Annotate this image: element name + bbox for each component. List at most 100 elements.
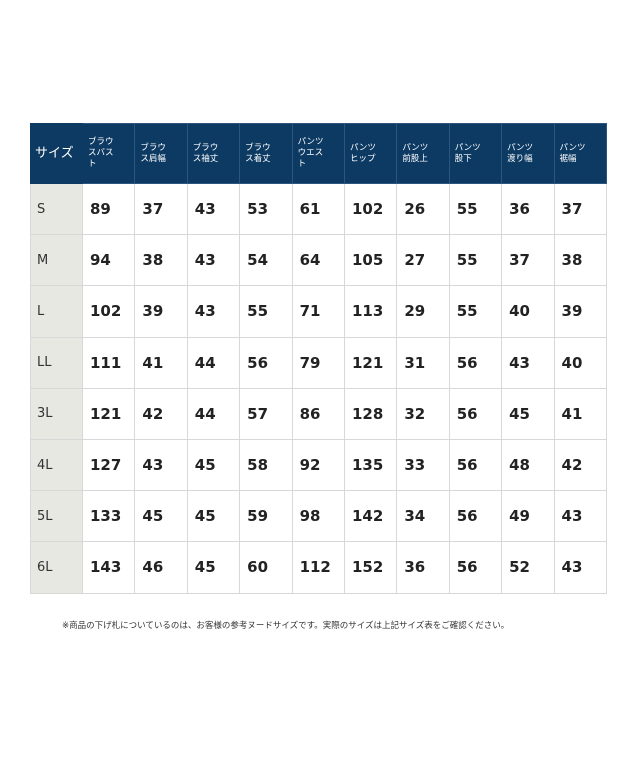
measurement-cell: 46 — [134, 541, 188, 594]
measurement-cell: 89 — [81, 182, 136, 236]
table-row: 3L 121 42 44 57 86 128 32 56 45 41 — [30, 387, 607, 440]
measurement-cell: 34 — [396, 490, 450, 543]
measurement-cell: 127 — [81, 438, 136, 492]
measurement-cell: 133 — [81, 490, 136, 543]
measurement-cell: 98 — [291, 490, 345, 543]
measurement-cell: 44 — [186, 336, 241, 389]
measurement-cell: 102 — [343, 182, 398, 236]
table-row: L 102 39 43 55 71 113 29 55 40 39 — [30, 285, 607, 338]
measurement-cell: 43 — [186, 182, 241, 236]
measurement-cell: 53 — [239, 182, 293, 236]
measurement-cell: 55 — [448, 182, 503, 236]
measurement-cell: 38 — [553, 234, 607, 287]
table-row: 4L 127 43 45 58 92 135 33 56 48 42 — [30, 438, 607, 492]
measurement-cell: 43 — [553, 490, 607, 543]
measurement-cell: 40 — [501, 285, 555, 338]
size-table: サイズ ブラウスバスト ブラウス肩幅 ブラウス袖丈 ブラウス着丈 パンツウエスト パンツヒッ… — [30, 123, 607, 594]
size-label: L — [30, 285, 83, 338]
table-body: S 89 37 43 53 61 102 26 55 36 37 M 94 38 43 54 64 105 27 55… — [30, 182, 607, 594]
measurement-cell: 56 — [448, 490, 503, 543]
measurement-cell: 55 — [448, 285, 503, 338]
table-row: 5L 133 45 45 59 98 142 34 56 49 43 — [30, 490, 607, 543]
measurement-cell: 37 — [134, 182, 188, 236]
measurement-cell: 128 — [343, 387, 398, 440]
measurement-cell: 45 — [134, 490, 188, 543]
measurement-cell: 142 — [343, 490, 398, 543]
measurement-cell: 111 — [81, 336, 136, 389]
measurement-cell: 60 — [239, 541, 293, 594]
size-label: 6L — [30, 541, 83, 594]
measurement-cell: 94 — [81, 234, 136, 287]
measurement-cell: 135 — [343, 438, 398, 492]
measurement-cell: 56 — [448, 336, 503, 389]
measurement-cell: 43 — [553, 541, 607, 594]
measurement-cell: 143 — [81, 541, 136, 594]
measurement-cell: 39 — [553, 285, 607, 338]
measurement-cell: 45 — [186, 438, 241, 492]
header-cell: パンツ股下 — [448, 123, 503, 184]
measurement-cell: 64 — [291, 234, 345, 287]
measurement-cell: 56 — [448, 387, 503, 440]
measurement-cell: 43 — [186, 285, 241, 338]
measurement-cell: 79 — [291, 336, 345, 389]
measurement-cell: 113 — [343, 285, 398, 338]
measurement-cell: 27 — [396, 234, 450, 287]
size-label: S — [30, 182, 83, 236]
measurement-cell: 86 — [291, 387, 345, 440]
size-label: LL — [30, 336, 83, 389]
measurement-cell: 43 — [501, 336, 555, 389]
measurement-cell: 45 — [186, 541, 241, 594]
measurement-cell: 55 — [448, 234, 503, 287]
header-cell: パンツ裾幅 — [553, 123, 607, 184]
header-cell: ブラウス肩幅 — [134, 123, 188, 184]
size-label: M — [30, 234, 83, 287]
header-cell: サイズ — [30, 123, 83, 184]
size-label: 4L — [30, 438, 83, 492]
table-row: 6L 143 46 45 60 112 152 36 56 52 43 — [30, 541, 607, 594]
measurement-cell: 121 — [81, 387, 136, 440]
measurement-cell: 37 — [501, 234, 555, 287]
header-cell: パンツウエスト — [291, 123, 345, 184]
measurement-cell: 32 — [396, 387, 450, 440]
measurement-cell: 42 — [134, 387, 188, 440]
measurement-cell: 121 — [343, 336, 398, 389]
size-label: 5L — [30, 490, 83, 543]
measurement-cell: 41 — [553, 387, 607, 440]
measurement-cell: 105 — [343, 234, 398, 287]
header-cell: パンツ前股上 — [396, 123, 450, 184]
measurement-cell: 44 — [186, 387, 241, 440]
measurement-cell: 45 — [501, 387, 555, 440]
table-header: サイズ ブラウスバスト ブラウス肩幅 ブラウス袖丈 ブラウス着丈 パンツウエスト パンツヒッ… — [30, 123, 607, 184]
measurement-cell: 39 — [134, 285, 188, 338]
measurement-cell: 56 — [448, 438, 503, 492]
measurement-cell: 26 — [396, 182, 450, 236]
measurement-cell: 38 — [134, 234, 188, 287]
measurement-cell: 57 — [239, 387, 293, 440]
measurement-cell: 33 — [396, 438, 450, 492]
header-cell: ブラウス袖丈 — [186, 123, 241, 184]
measurement-cell: 152 — [343, 541, 398, 594]
measurement-cell: 92 — [291, 438, 345, 492]
measurement-cell: 52 — [501, 541, 555, 594]
measurement-cell: 43 — [186, 234, 241, 287]
size-label: 3L — [30, 387, 83, 440]
header-cell: パンツ渡り幅 — [501, 123, 555, 184]
measurement-cell: 49 — [501, 490, 555, 543]
measurement-cell: 43 — [134, 438, 188, 492]
measurement-cell: 41 — [134, 336, 188, 389]
measurement-cell: 36 — [501, 182, 555, 236]
measurement-cell: 56 — [239, 336, 293, 389]
footnote: ※商品の下げ札についているのは、お客様の参考ヌードサイズです。実際のサイズは上記… — [62, 621, 510, 631]
measurement-cell: 29 — [396, 285, 450, 338]
measurement-cell: 56 — [448, 541, 503, 594]
measurement-cell: 61 — [291, 182, 345, 236]
header-cell: パンツヒップ — [343, 123, 398, 184]
measurement-cell: 31 — [396, 336, 450, 389]
header-cell: ブラウスバスト — [81, 123, 136, 184]
header-cell: ブラウス着丈 — [239, 123, 293, 184]
measurement-cell: 55 — [239, 285, 293, 338]
table-row: LL 111 41 44 56 79 121 31 56 43 40 — [30, 336, 607, 389]
table-row: M 94 38 43 54 64 105 27 55 37 38 — [30, 234, 607, 287]
measurement-cell: 42 — [553, 438, 607, 492]
measurement-cell: 45 — [186, 490, 241, 543]
